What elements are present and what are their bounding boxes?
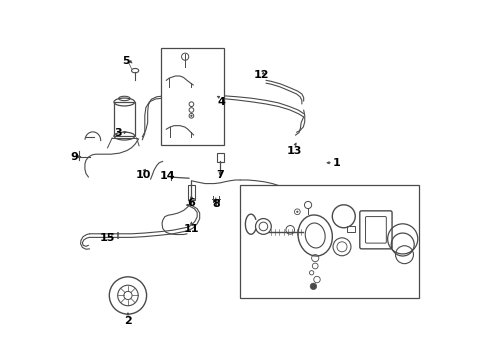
Bar bbox=[346, 226, 354, 232]
Bar bbox=[187, 185, 195, 200]
Text: 6: 6 bbox=[187, 198, 195, 208]
Text: 11: 11 bbox=[183, 225, 199, 234]
Text: 8: 8 bbox=[211, 199, 219, 210]
Bar bbox=[240, 185, 418, 298]
Circle shape bbox=[309, 283, 316, 289]
Text: 7: 7 bbox=[216, 170, 224, 180]
Text: 13: 13 bbox=[285, 145, 301, 156]
Text: 4: 4 bbox=[217, 97, 224, 107]
Text: 1: 1 bbox=[332, 158, 340, 168]
Bar bbox=[216, 153, 223, 162]
Text: 10: 10 bbox=[135, 170, 151, 180]
Circle shape bbox=[296, 211, 298, 213]
Text: 2: 2 bbox=[124, 316, 132, 325]
Bar bbox=[161, 48, 224, 145]
Bar bbox=[114, 102, 135, 136]
Circle shape bbox=[190, 115, 192, 117]
Text: 3: 3 bbox=[114, 129, 122, 138]
Text: 5: 5 bbox=[122, 56, 130, 66]
Text: 15: 15 bbox=[100, 233, 115, 243]
Text: 14: 14 bbox=[159, 171, 175, 181]
Text: 9: 9 bbox=[70, 152, 78, 162]
Text: 12: 12 bbox=[253, 70, 269, 80]
